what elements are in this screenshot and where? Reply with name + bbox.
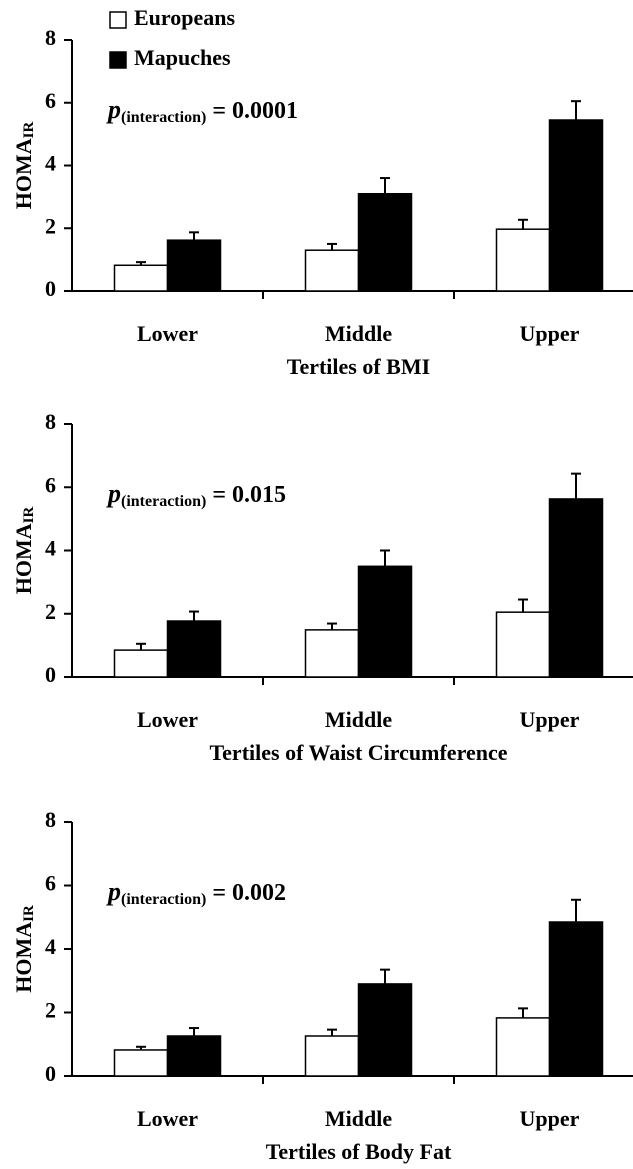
- bar: [166, 1035, 222, 1077]
- bar: [357, 192, 413, 292]
- x-tick-label: Middle: [325, 321, 392, 346]
- y-tick-label: 6: [45, 88, 56, 113]
- bar: [495, 1017, 551, 1077]
- x-axis-title: Tertiles of Body Fat: [266, 1139, 452, 1164]
- y-tick-label: 2: [45, 998, 56, 1023]
- y-axis-title: HOMAIR: [11, 905, 37, 993]
- x-axis-title: Tertiles of Waist Circumference: [210, 740, 508, 765]
- bar: [304, 1035, 360, 1077]
- bar: [304, 249, 360, 292]
- annotation-text: = 0.015: [212, 482, 286, 508]
- y-tick-label: 8: [45, 409, 56, 434]
- annotation-symbol: p: [106, 95, 121, 124]
- x-tick-label: Upper: [520, 707, 580, 732]
- bar: [113, 649, 169, 678]
- x-axis-title: Tertiles of BMI: [287, 354, 430, 379]
- bar: [166, 239, 222, 292]
- legend-swatch: [109, 11, 127, 29]
- x-tick-label: Lower: [137, 1106, 198, 1131]
- bar: [304, 629, 360, 678]
- x-tick-label: Middle: [325, 707, 392, 732]
- annotation-symbol: p: [106, 877, 121, 906]
- y-tick-label: 2: [45, 599, 56, 624]
- annotation: p(interaction) = 0.015: [106, 479, 286, 510]
- x-tick-label: Upper: [520, 1106, 580, 1131]
- annotation-subscript: (interaction): [121, 493, 206, 510]
- legend-swatch: [109, 51, 127, 69]
- bar: [166, 620, 222, 678]
- bar: [113, 264, 169, 292]
- bar: [548, 119, 604, 292]
- y-axis-title-main: HOMA: [11, 523, 36, 594]
- y-tick-label: 6: [45, 472, 56, 497]
- y-tick-label: 6: [45, 871, 56, 896]
- y-tick-label: 8: [45, 807, 56, 832]
- y-axis-title-main: HOMA: [11, 922, 36, 993]
- annotation: p(interaction) = 0.002: [106, 877, 286, 908]
- legend-label: Europeans: [134, 5, 236, 30]
- y-axis-title-sub: IR: [21, 122, 37, 139]
- y-tick-label: 4: [45, 934, 56, 959]
- annotation-text: = 0.002: [212, 880, 286, 906]
- x-tick-label: Lower: [137, 707, 198, 732]
- bar: [495, 228, 551, 292]
- y-tick-label: 8: [45, 25, 56, 50]
- annotation: p(interaction) = 0.0001: [106, 95, 298, 126]
- y-axis-title: HOMAIR: [11, 507, 37, 595]
- y-tick-label: 2: [45, 213, 56, 238]
- annotation-symbol: p: [106, 479, 121, 508]
- y-axis-title-sub: IR: [21, 905, 37, 922]
- x-tick-label: Upper: [520, 321, 580, 346]
- annotation-subscript: (interaction): [121, 109, 206, 126]
- annotation-text: = 0.0001: [212, 98, 298, 124]
- bar: [495, 611, 551, 678]
- bar: [357, 983, 413, 1077]
- y-tick-label: 0: [45, 276, 56, 301]
- x-tick-label: Lower: [137, 321, 198, 346]
- y-axis-title-sub: IR: [21, 507, 37, 524]
- y-axis-title: HOMAIR: [11, 122, 37, 210]
- bar: [357, 565, 413, 678]
- y-tick-label: 4: [45, 151, 56, 176]
- x-tick-label: Middle: [325, 1106, 392, 1131]
- bar: [113, 1049, 169, 1077]
- bar: [548, 921, 604, 1077]
- y-axis-title-main: HOMA: [11, 138, 36, 209]
- y-tick-label: 0: [45, 1061, 56, 1086]
- bar: [548, 498, 604, 678]
- y-tick-label: 4: [45, 536, 56, 561]
- legend-label: Mapuches: [134, 45, 231, 70]
- y-tick-label: 0: [45, 662, 56, 687]
- annotation-subscript: (interaction): [121, 891, 206, 908]
